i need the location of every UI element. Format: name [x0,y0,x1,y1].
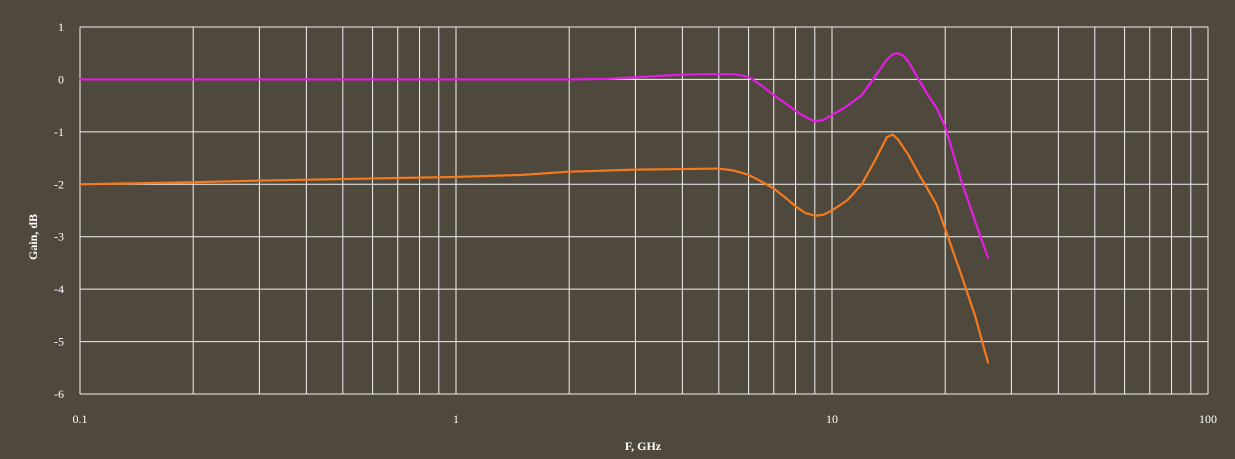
y-tick-label: -6 [54,387,64,401]
series-line-2 [78,133,990,364]
x-tick-label: 1 [453,412,459,426]
y-tick-label: -4 [54,282,64,296]
grid-lines [79,26,1209,395]
x-tick-label: 0.1 [73,412,88,426]
y-tick-label: -2 [54,177,64,191]
x-axis-tick-labels: 0.1 1 10 100 [73,412,1218,426]
x-tick-label: 10 [826,412,838,426]
y-tick-label: -1 [54,125,64,139]
data-series [78,52,990,364]
y-axis-tick-labels: 1 0 -1 -2 -3 -4 -5 -6 [54,20,64,401]
y-tick-label: 1 [58,20,64,34]
series-line-1 [78,52,990,259]
x-tick-label: 100 [1199,412,1217,426]
y-tick-label: -5 [54,335,64,349]
y-tick-label: -3 [54,230,64,244]
y-axis-title: Gain, dB [26,214,40,260]
x-axis-title: F, GHz [625,439,662,453]
y-tick-label: 0 [58,72,64,86]
